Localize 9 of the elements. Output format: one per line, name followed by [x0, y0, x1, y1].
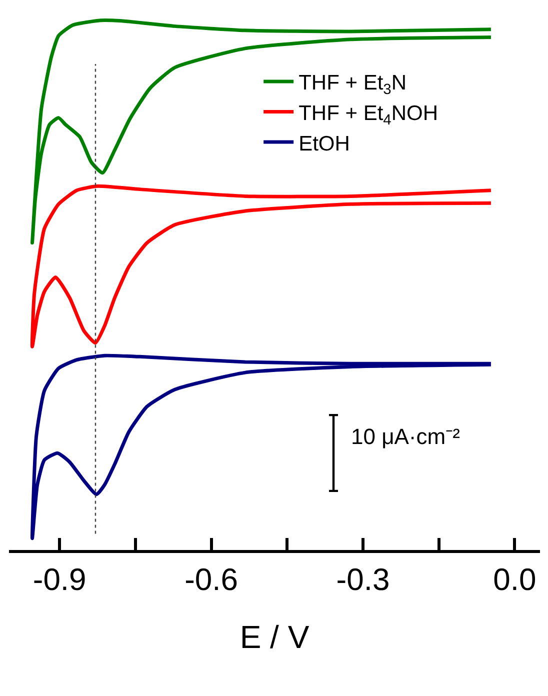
x-tick-label: -0.3 — [336, 562, 390, 598]
x-tick-label: 0.0 — [493, 562, 536, 598]
annotation: 10 μA·cm⁻² — [351, 424, 460, 449]
x-tick-label: -0.6 — [184, 562, 238, 598]
legend-label: THF + Et$_{4}$NOH — [298, 102, 438, 128]
legend-label: EtOH — [298, 132, 350, 156]
x-axis-title: E / V — [240, 619, 310, 656]
x-tick-label: -0.9 — [32, 562, 86, 598]
legend-label: THF + Et$_{3}$N — [298, 72, 407, 98]
